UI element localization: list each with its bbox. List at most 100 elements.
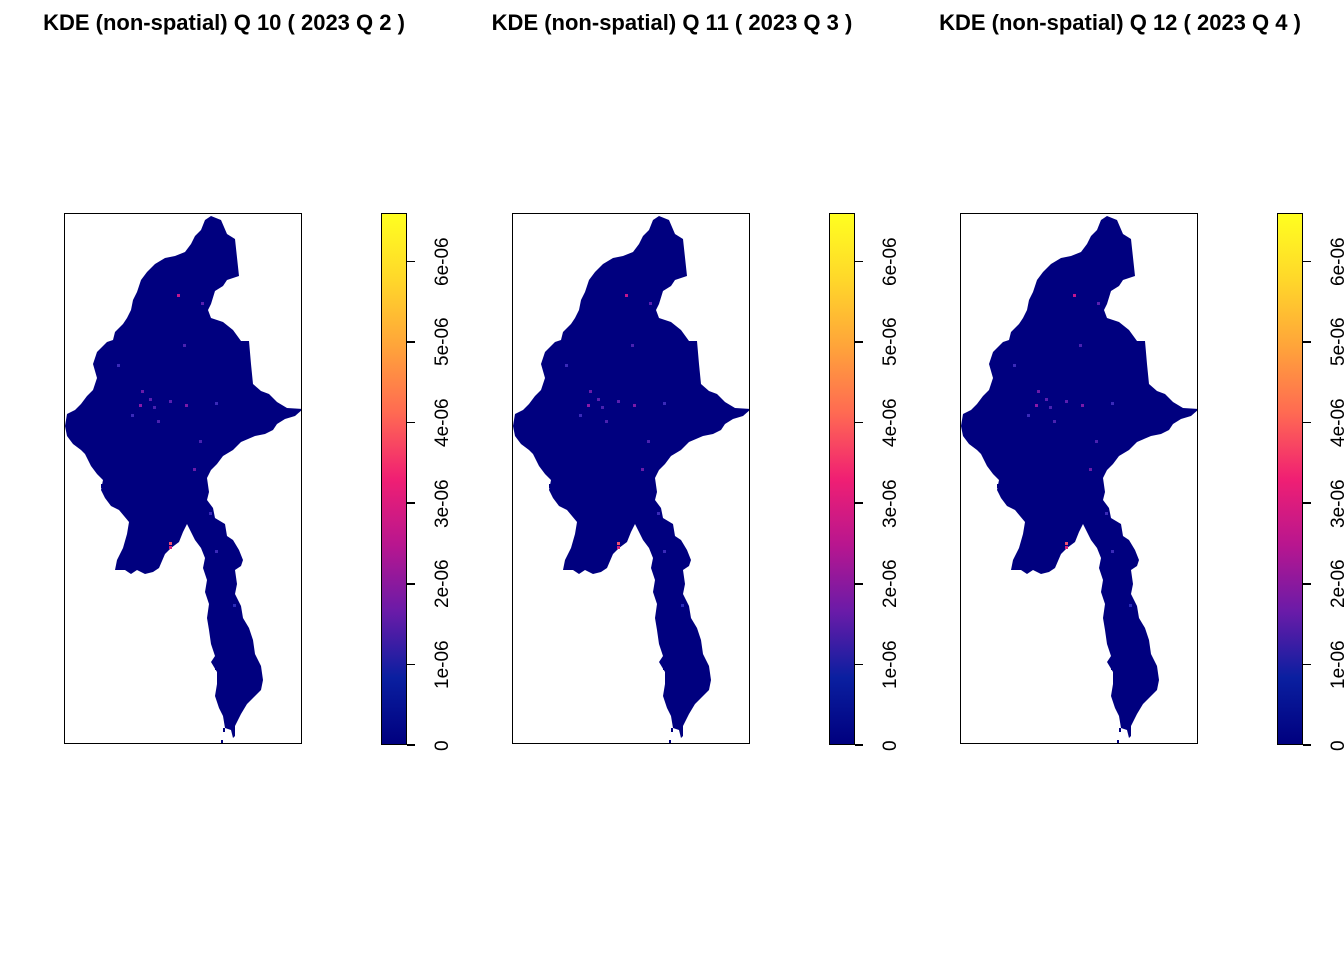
density-hotspot (1111, 402, 1114, 405)
density-map (513, 216, 749, 743)
density-hotspot (1089, 468, 1092, 471)
density-hotspot (617, 400, 620, 403)
legend-tick (407, 341, 415, 343)
density-map (65, 216, 301, 743)
density-hotspot (597, 398, 600, 401)
legend-tick-label: 0 (1328, 740, 1344, 751)
legend-tick-label: 3e-06 (1328, 479, 1344, 528)
chart-title: KDE (non-spatial) Q 11 ( 2023 Q 3 ) (491, 10, 853, 35)
density-hotspot (663, 550, 666, 553)
density-hotspot (169, 542, 172, 545)
legend-tick (855, 583, 863, 585)
legend-tick (407, 502, 415, 504)
density-region (961, 216, 1197, 738)
density-hotspot (641, 468, 644, 471)
island-cell (669, 740, 671, 743)
density-hotspot (169, 546, 172, 549)
legend-tick-label: 4e-06 (1328, 398, 1344, 448)
legend-tick-label: 1e-06 (1328, 640, 1344, 689)
density-hotspot (1013, 364, 1016, 367)
density-hotspot (633, 404, 636, 407)
map-frame (64, 213, 302, 744)
density-hotspot (1111, 550, 1114, 553)
density-hotspot (617, 546, 620, 549)
density-hotspot (1081, 404, 1084, 407)
legend-tick (1303, 663, 1311, 666)
chart-title: KDE (non-spatial) Q 12 ( 2023 Q 4 ) (939, 10, 1301, 35)
density-hotspot (605, 420, 608, 423)
legend-tick (407, 260, 415, 263)
density-hotspot (1097, 302, 1100, 305)
legend-tick (1303, 583, 1311, 585)
legend-tick (855, 421, 863, 424)
chart-title: KDE (non-spatial) Q 10 ( 2023 Q 2 ) (43, 10, 405, 35)
density-hotspot (601, 406, 604, 409)
density-hotspot (617, 542, 620, 545)
density-hotspot (139, 404, 142, 407)
density-hotspot (153, 406, 156, 409)
legend-tick (1303, 341, 1311, 343)
island-cell (229, 676, 232, 684)
map-frame (512, 213, 750, 744)
density-hotspot (193, 468, 196, 471)
density-hotspot (587, 404, 590, 407)
density-hotspot (201, 302, 204, 305)
island-cell (997, 484, 1000, 488)
legend-tick (855, 502, 863, 504)
density-hotspot (1065, 542, 1068, 545)
legend-tick (855, 663, 863, 666)
density-region (65, 216, 301, 738)
legend-tick-label: 6e-06 (1328, 237, 1344, 286)
density-hotspot (185, 404, 188, 407)
density-hotspot (1053, 420, 1056, 423)
density-hotspot (1049, 406, 1052, 409)
island-cell (215, 664, 217, 670)
island-cell (233, 686, 236, 692)
island-cell (1125, 676, 1128, 684)
density-hotspot (1129, 604, 1132, 607)
density-region (513, 216, 749, 738)
density-hotspot (177, 294, 180, 297)
density-hotspot (131, 414, 134, 417)
density-hotspot (1065, 546, 1068, 549)
color-legend-bar (381, 213, 407, 745)
color-legend-bar (829, 213, 855, 745)
legend-tick (855, 341, 863, 343)
legend-tick-label: 5e-06 (1328, 317, 1344, 367)
island-cell (223, 728, 225, 732)
density-hotspot (1035, 404, 1038, 407)
legend-tick (1303, 744, 1311, 746)
density-hotspot (1105, 512, 1108, 515)
density-hotspot (631, 344, 634, 347)
density-hotspot (1027, 414, 1030, 417)
density-hotspot (169, 400, 172, 403)
density-hotspot (579, 414, 582, 417)
density-hotspot (117, 364, 120, 367)
legend-tick (1303, 421, 1311, 424)
density-hotspot (1079, 344, 1082, 347)
legend-tick (407, 663, 415, 666)
density-hotspot (215, 402, 218, 405)
density-hotspot (625, 294, 628, 297)
panel-q11: KDE (non-spatial) Q 11 ( 2023 Q 3 ) 0 1e-… (448, 0, 901, 960)
legend-tick (855, 260, 863, 263)
island-cell (681, 686, 684, 692)
density-hotspot (1037, 390, 1040, 393)
density-hotspot (157, 420, 160, 423)
legend-tick (407, 421, 415, 424)
density-hotspot (663, 402, 666, 405)
density-hotspot (589, 390, 592, 393)
map-frame (960, 213, 1198, 744)
density-map (961, 216, 1197, 743)
density-hotspot (149, 398, 152, 401)
legend-tick (407, 744, 415, 746)
island-cell (221, 740, 223, 743)
island-cell (671, 728, 673, 732)
density-hotspot (183, 344, 186, 347)
legend-tick (1303, 260, 1311, 263)
island-cell (1119, 728, 1121, 732)
density-hotspot (199, 440, 202, 443)
